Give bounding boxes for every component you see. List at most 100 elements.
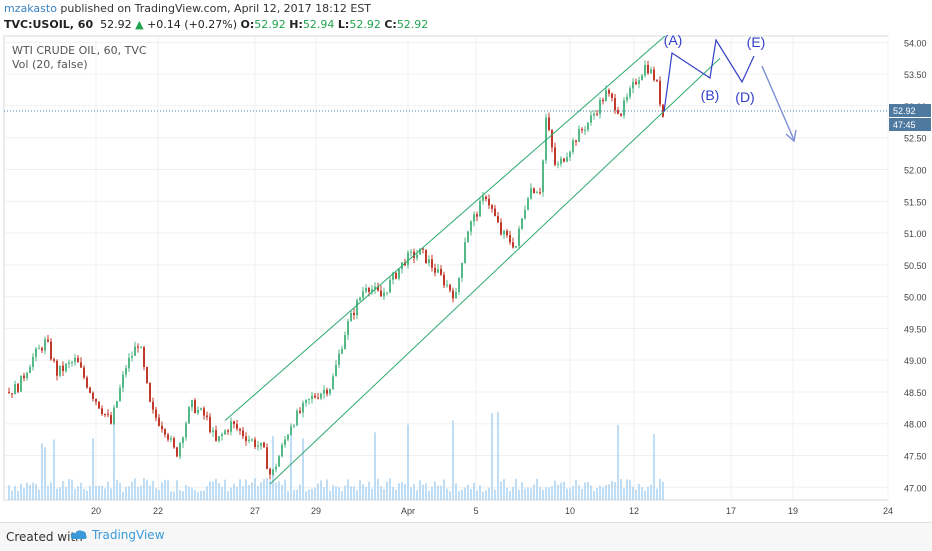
candle-body (518, 228, 520, 246)
volume-bar (620, 478, 622, 500)
volume-bar (659, 478, 661, 500)
candle-body (362, 291, 364, 298)
candle-body (503, 230, 505, 235)
volume-bar (11, 490, 13, 500)
tradingview-brand[interactable]: TradingView (70, 528, 165, 542)
candle-body (581, 128, 583, 131)
volume-bar (356, 490, 358, 500)
candle-body (566, 157, 568, 162)
candle-body (323, 389, 325, 394)
candle-body (626, 96, 628, 101)
candle-body (227, 430, 229, 432)
close-label: C: (384, 18, 397, 31)
author-link[interactable]: mzakasto (4, 2, 57, 15)
grid (3, 35, 889, 501)
candle-body (599, 99, 601, 114)
volume-bar (266, 478, 268, 500)
volume-bar (239, 479, 241, 500)
price-chart[interactable]: (A) (B) (D) (E) 47.00 47.50 48.00 48.50 49.00 49… (0, 0, 932, 522)
y-tick-label: 52.50 (904, 134, 927, 144)
volume-bar (392, 487, 394, 500)
volume-bar (404, 483, 406, 500)
volume-bar (347, 479, 349, 500)
candle-body (296, 410, 298, 426)
published-text: published on TradingView.com, April 12, … (60, 2, 372, 15)
volume-bar (152, 480, 154, 500)
volume-bar (209, 481, 211, 500)
candle-body (230, 421, 232, 432)
volume-bar (542, 489, 544, 500)
volume-bar (119, 483, 121, 500)
volume-bar (59, 487, 61, 500)
volume-bar (293, 489, 295, 500)
volume-bar (530, 488, 532, 500)
candle-body (248, 439, 250, 442)
volume-bar (521, 482, 523, 500)
candle-body (53, 359, 55, 361)
candle-body (536, 192, 538, 194)
volume-bar (488, 487, 490, 500)
candle-body (161, 425, 163, 430)
candle-body (101, 408, 103, 415)
candle-body (515, 245, 517, 248)
candle-body (632, 81, 634, 89)
candle-body (380, 290, 382, 297)
candle-body (416, 254, 418, 258)
candle-body (326, 389, 328, 394)
candle-body (119, 387, 121, 402)
volume-bar (86, 490, 88, 500)
volume-bar (416, 490, 418, 500)
volume-bar (590, 485, 592, 500)
candle-body (275, 466, 277, 470)
volume-bar (326, 479, 328, 500)
candle-body (641, 75, 643, 81)
candle-body (590, 115, 592, 123)
volume-bar (473, 482, 475, 500)
volume-bar (545, 487, 547, 500)
candle-body (338, 353, 340, 365)
candle-body (617, 110, 619, 114)
volume-bar (407, 424, 409, 500)
wave-path (663, 38, 755, 113)
candle-body (602, 99, 604, 102)
x-tick-label: 10 (565, 506, 575, 516)
candle-body (485, 196, 487, 199)
x-tick-label: 22 (153, 506, 163, 516)
volume-bar (8, 485, 10, 500)
volume-bar (341, 491, 343, 500)
candle-body (629, 88, 631, 97)
volume-bar (257, 486, 259, 500)
candle-body (140, 347, 142, 349)
candle-body (203, 408, 205, 416)
down-arrow-line (761, 65, 795, 141)
candle-body (596, 113, 598, 115)
candle-body (221, 434, 223, 437)
volume-bar (17, 490, 19, 500)
volume-bar (233, 483, 235, 500)
candle-body (473, 214, 475, 222)
volume-bar (74, 488, 76, 500)
candle-body (242, 430, 244, 437)
y-tick-label: 49.50 (904, 324, 927, 334)
volume-bar (287, 491, 289, 500)
volume-bar (122, 491, 124, 500)
candle-body (461, 262, 463, 278)
volume-bar (605, 485, 607, 500)
y-tick-label: 49.00 (904, 356, 927, 366)
candle-body (50, 341, 52, 360)
candle-body (86, 377, 88, 388)
volume-bar (35, 484, 37, 500)
candle-body (389, 279, 391, 293)
candle-body (197, 409, 199, 413)
candle-body (302, 402, 304, 413)
volume-bar (584, 482, 586, 500)
candle-body (224, 430, 226, 435)
volume-bar (533, 484, 535, 500)
candle-body (206, 415, 208, 417)
candle-body (179, 443, 181, 457)
candle-body (371, 289, 373, 292)
candle-body (35, 348, 37, 357)
candle-body (365, 288, 367, 292)
volume-bar (44, 447, 46, 500)
y-tick-label: 48.00 (904, 420, 927, 430)
